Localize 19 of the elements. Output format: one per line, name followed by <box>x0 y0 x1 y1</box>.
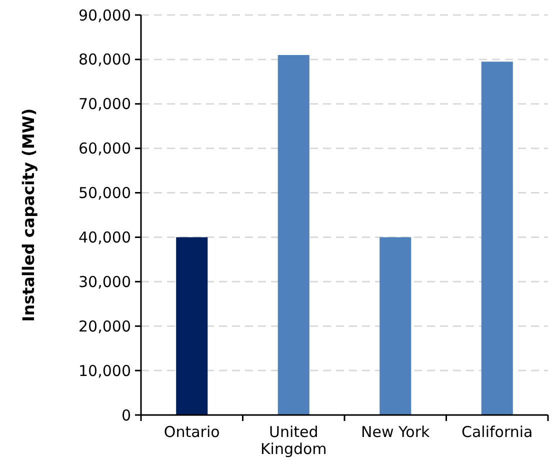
bar <box>481 62 513 415</box>
y-tick-label: 90,000 <box>78 6 131 24</box>
y-axis-title: Installed capacity (MW) <box>19 108 38 322</box>
y-tick-label: 10,000 <box>78 362 131 380</box>
y-tick-label: 40,000 <box>78 228 131 246</box>
bar <box>380 237 412 415</box>
x-tick-label: New York <box>361 423 430 441</box>
y-tick-label: 20,000 <box>78 317 131 336</box>
y-tick-label: 0 <box>121 406 131 424</box>
y-tick-label: 70,000 <box>78 95 131 114</box>
x-tick-label: Ontario <box>164 423 220 441</box>
y-tick-label: 50,000 <box>78 184 131 202</box>
y-tick-label: 60,000 <box>78 140 131 158</box>
y-tick-label: 80,000 <box>78 50 131 69</box>
x-tick-label: United Kingdom <box>260 423 327 458</box>
x-tick-label: California <box>462 423 533 441</box>
bar <box>278 55 310 415</box>
y-tick-label: 30,000 <box>78 272 131 291</box>
bar <box>176 237 208 415</box>
